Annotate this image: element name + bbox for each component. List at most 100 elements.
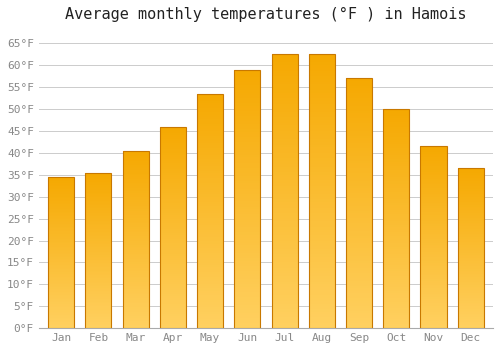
Bar	[160, 201, 186, 203]
Bar	[234, 150, 260, 152]
Bar	[122, 245, 148, 246]
Bar	[346, 206, 372, 208]
Bar	[234, 186, 260, 189]
Bar	[458, 170, 483, 172]
Bar	[308, 180, 335, 183]
Bar	[48, 324, 74, 325]
Bar	[122, 310, 148, 312]
Bar	[308, 98, 335, 101]
Bar	[420, 256, 446, 257]
Bar	[346, 81, 372, 83]
Bar	[383, 138, 409, 140]
Bar	[234, 215, 260, 217]
Bar	[86, 232, 112, 233]
Bar	[420, 259, 446, 261]
Bar	[308, 243, 335, 246]
Bar	[86, 207, 112, 208]
Bar	[458, 253, 483, 254]
Bar	[122, 238, 148, 239]
Bar	[234, 88, 260, 90]
Bar	[160, 181, 186, 183]
Bar	[272, 262, 297, 265]
Bar	[346, 168, 372, 171]
Bar	[234, 274, 260, 276]
Bar	[122, 186, 148, 188]
Bar	[197, 202, 223, 204]
Bar	[308, 183, 335, 186]
Bar	[122, 275, 148, 277]
Bar	[160, 324, 186, 326]
Bar	[272, 125, 297, 128]
Bar	[383, 111, 409, 113]
Bar	[308, 197, 335, 199]
Bar	[234, 77, 260, 80]
Bar	[458, 203, 483, 205]
Bar	[122, 300, 148, 302]
Bar	[48, 227, 74, 228]
Bar	[122, 150, 148, 328]
Bar	[346, 163, 372, 166]
Bar	[420, 290, 446, 292]
Bar	[197, 190, 223, 192]
Bar	[383, 118, 409, 120]
Bar	[346, 223, 372, 226]
Bar	[86, 179, 112, 180]
Bar	[458, 205, 483, 206]
Bar	[346, 216, 372, 218]
Bar	[383, 230, 409, 232]
Bar	[272, 205, 297, 208]
Bar	[197, 188, 223, 190]
Bar	[48, 284, 74, 286]
Bar	[160, 153, 186, 155]
Bar	[420, 306, 446, 308]
Bar	[458, 202, 483, 203]
Bar	[234, 108, 260, 111]
Bar	[383, 265, 409, 267]
Bar	[48, 194, 74, 195]
Bar	[346, 211, 372, 213]
Bar	[197, 265, 223, 267]
Bar	[272, 139, 297, 142]
Bar	[197, 262, 223, 265]
Bar	[86, 244, 112, 246]
Bar	[48, 322, 74, 324]
Bar	[197, 162, 223, 164]
Bar	[86, 320, 112, 322]
Bar	[420, 252, 446, 254]
Bar	[420, 254, 446, 256]
Bar	[420, 315, 446, 317]
Bar	[122, 234, 148, 236]
Bar	[383, 289, 409, 291]
Bar	[234, 152, 260, 155]
Bar	[383, 216, 409, 219]
Bar	[122, 323, 148, 325]
Bar	[458, 261, 483, 262]
Bar	[420, 297, 446, 299]
Bar	[383, 304, 409, 306]
Bar	[458, 282, 483, 284]
Bar	[86, 319, 112, 320]
Bar	[86, 173, 112, 328]
Bar	[160, 229, 186, 231]
Bar	[420, 219, 446, 221]
Bar	[122, 160, 148, 161]
Bar	[160, 197, 186, 199]
Bar	[86, 197, 112, 199]
Bar	[197, 220, 223, 223]
Bar	[420, 214, 446, 215]
Bar	[197, 173, 223, 176]
Bar	[383, 148, 409, 150]
Bar	[346, 141, 372, 143]
Bar	[346, 156, 372, 158]
Bar	[308, 188, 335, 191]
Bar	[346, 293, 372, 296]
Bar	[458, 301, 483, 303]
Bar	[308, 287, 335, 290]
Bar	[346, 221, 372, 223]
Bar	[48, 244, 74, 245]
Bar	[346, 301, 372, 303]
Bar	[86, 306, 112, 308]
Bar	[383, 146, 409, 148]
Bar	[272, 155, 297, 158]
Bar	[48, 306, 74, 307]
